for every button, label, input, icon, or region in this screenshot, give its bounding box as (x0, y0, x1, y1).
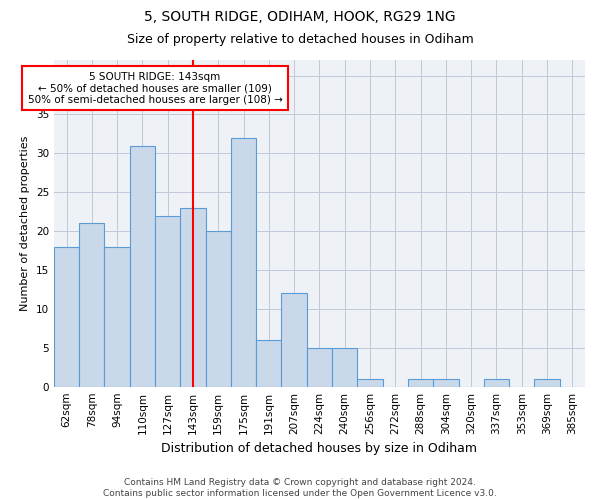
Text: Size of property relative to detached houses in Odiham: Size of property relative to detached ho… (127, 32, 473, 46)
Bar (79, 224, 104, 386)
Bar (408, 379, 433, 386)
Text: 5, SOUTH RIDGE, ODIHAM, HOOK, RG29 1NG: 5, SOUTH RIDGE, ODIHAM, HOOK, RG29 1NG (144, 10, 456, 24)
Bar (433, 379, 458, 386)
Bar (535, 379, 560, 386)
Bar (484, 379, 509, 386)
Bar (206, 231, 231, 386)
Bar (130, 146, 155, 386)
Bar (281, 294, 307, 386)
Bar (54, 246, 79, 386)
Bar (307, 348, 332, 387)
Bar (155, 216, 181, 386)
Bar (181, 208, 206, 386)
Text: Contains HM Land Registry data © Crown copyright and database right 2024.
Contai: Contains HM Land Registry data © Crown c… (103, 478, 497, 498)
Y-axis label: Number of detached properties: Number of detached properties (20, 136, 30, 311)
Bar (358, 379, 383, 386)
X-axis label: Distribution of detached houses by size in Odiham: Distribution of detached houses by size … (161, 442, 478, 455)
Text: 5 SOUTH RIDGE: 143sqm
← 50% of detached houses are smaller (109)
50% of semi-det: 5 SOUTH RIDGE: 143sqm ← 50% of detached … (28, 72, 283, 105)
Bar (256, 340, 281, 386)
Bar (332, 348, 358, 387)
Bar (231, 138, 256, 386)
Bar (104, 246, 130, 386)
